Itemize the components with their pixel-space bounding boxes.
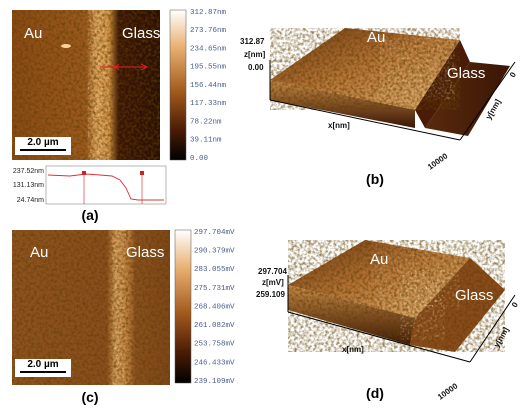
x-axis-label: x[nm] (328, 121, 350, 130)
z-axis-label: z[nm] (244, 50, 266, 59)
glass-label: Glass (447, 65, 485, 82)
figure: Au Glass 2.0 µm 312.87nm 273.76nm 234.65nm… (0, 0, 526, 412)
colorbar-label: 234.65nm (190, 45, 227, 53)
panel-label: (b) (366, 171, 384, 187)
particle (61, 44, 71, 48)
colorbar-label: 117.33nm (190, 100, 227, 108)
colorbar (170, 10, 186, 160)
colorbar-label: 239.109mV (194, 378, 235, 386)
y-start: 0 (510, 300, 520, 309)
glass-label: Glass (126, 244, 164, 261)
y-start: 0 (508, 70, 518, 79)
z-axis-label: z[mV] (262, 278, 284, 287)
panel-b: Au Glass 312.87 z[nm] 0.00 x[nm] y[nm] 0… (240, 28, 518, 187)
colorbar-label: 156.44nm (190, 82, 227, 90)
z-max: 312.87 (240, 37, 265, 46)
image-texture (88, 10, 110, 160)
colorbar-label: 39.11nm (190, 137, 222, 145)
colorbar-label: 246.433mV (194, 359, 235, 367)
colorbar-label: 253.758mV (194, 341, 235, 349)
x-end: 10000 (436, 381, 460, 401)
panel-c: Au Glass 2.0 µm 297.704mV 290.379mV 283.05… (12, 229, 235, 405)
x-end: 10000 (426, 151, 450, 171)
au-label: Au (370, 251, 388, 268)
colorbar-label: 283.055mV (194, 266, 235, 274)
glass-label: Glass (122, 25, 160, 42)
colorbar-labels: 297.704mV 290.379mV 283.055mV 275.731mV 268.… (194, 229, 235, 386)
panel-label: (d) (366, 385, 384, 401)
z-max: 297.704 (258, 267, 287, 276)
z-min: 259.109 (256, 290, 285, 299)
colorbar-label: 261.082mV (194, 322, 235, 330)
image-texture (112, 230, 126, 385)
colorbar-label: 273.76nm (190, 27, 227, 35)
profile-label: 24.74nm (17, 197, 44, 204)
panel-label: (c) (81, 389, 98, 405)
colorbar-label: 195.55nm (190, 64, 227, 72)
cursor-marker (82, 171, 86, 175)
panel-d: Au Glass 297.704 z[mV] 259.109 x[nm] y[n… (256, 240, 520, 402)
profile-label: 131.13nm (13, 182, 44, 189)
colorbar-label: 290.379mV (194, 248, 235, 256)
colorbar-label: 0.00 (190, 155, 209, 163)
page: AFM figure { "panel_a": { "label": "(a)"… (0, 0, 526, 412)
cursor-marker (140, 171, 144, 175)
panel-a: Au Glass 2.0 µm 312.87nm 273.76nm 234.65nm… (12, 9, 227, 223)
glass-label: Glass (455, 287, 493, 304)
colorbar (175, 230, 191, 383)
colorbar-label: 268.406mV (194, 303, 235, 311)
x-axis-label: x[nm] (342, 345, 364, 354)
colorbar-label: 312.87nm (190, 9, 227, 17)
y-axis-label: y[nm] (492, 325, 511, 349)
profile-plot (46, 166, 166, 204)
scale-bar-label: 2.0 µm (27, 359, 58, 370)
panel-label: (a) (81, 207, 98, 223)
au-label: Au (24, 25, 42, 42)
colorbar-label: 78.22nm (190, 118, 222, 126)
au-label: Au (30, 244, 48, 261)
scale-bar-label: 2.0 µm (27, 137, 58, 148)
profile-label: 237.52nm (13, 168, 44, 175)
colorbar-labels: 312.87nm 273.76nm 234.65nm 195.55nm 156.44nm… (190, 9, 227, 163)
z-min: 0.00 (248, 63, 264, 72)
au-label: Au (367, 29, 385, 46)
colorbar-label: 275.731mV (194, 285, 235, 293)
colorbar-label: 297.704mV (194, 229, 235, 237)
body: Au Glass 2.0 µm 312.87nm 273.76nm 234.65nm… (0, 0, 526, 412)
